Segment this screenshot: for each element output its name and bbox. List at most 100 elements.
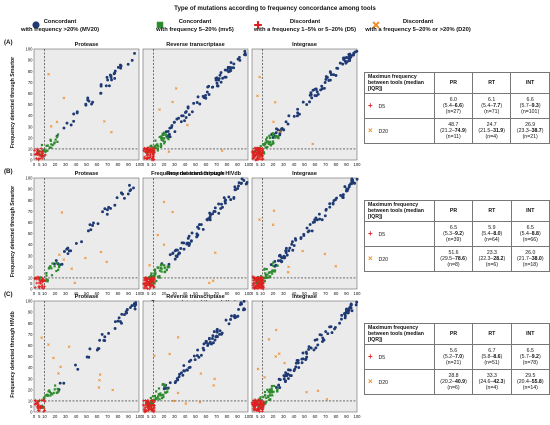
point-mv20 <box>175 377 179 380</box>
point-mv5 <box>261 143 265 146</box>
point-mv20 <box>316 343 320 347</box>
table-row: + D5 6.5 (5.3–9.2) (n=39) 5.9 (5.4–8.0) (n=64)… <box>364 221 550 247</box>
point-mv20 <box>341 193 345 196</box>
x-tick-label: 30 <box>281 291 286 296</box>
legend-item-square: Concordant with frequency 5–20% (mv5) <box>155 19 234 33</box>
x-tick-label: 20 <box>271 414 276 419</box>
point-d20 <box>162 243 166 247</box>
point-mv20 <box>168 381 172 385</box>
x-tick-label: 100 <box>354 414 362 419</box>
point-mv20 <box>208 340 212 344</box>
point-d5 <box>252 153 256 157</box>
x-tick-label: 100 <box>136 414 144 419</box>
point-mv5 <box>58 264 61 267</box>
x-tick-label: 30 <box>172 414 177 419</box>
point-d5 <box>33 398 37 402</box>
y-tick-label: 20 <box>28 135 33 140</box>
x-tick-label: 80 <box>225 291 230 296</box>
point-d5 <box>257 282 261 286</box>
point-mv20 <box>177 375 181 379</box>
point-mv5 <box>258 397 262 400</box>
point-d5 <box>35 405 39 409</box>
point-d5 <box>143 410 147 414</box>
table-column-header: PR <box>433 323 474 345</box>
point-d5 <box>39 147 43 150</box>
point-mv20 <box>126 62 130 66</box>
point-mv20 <box>355 49 359 53</box>
x-tick-label: 5 <box>147 291 150 296</box>
point-d5 <box>149 147 153 151</box>
point-mv20 <box>274 131 278 135</box>
point-d20 <box>186 123 189 127</box>
point-d20 <box>256 367 260 371</box>
x-tick-label: 10 <box>42 162 47 167</box>
x-tick-label: 100 <box>245 162 253 167</box>
legend-sublabel-cross: with a frequency 5–20% or >20% (D20) <box>364 27 471 33</box>
point-d5 <box>152 155 156 159</box>
point-d5 <box>42 406 46 410</box>
point-mv5 <box>276 136 279 139</box>
point-mv20 <box>236 187 240 190</box>
x-tick-label: 80 <box>334 162 339 167</box>
point-d5 <box>41 280 45 284</box>
point-mv20 <box>332 73 336 77</box>
point-mv20 <box>213 338 217 342</box>
point-d20 <box>168 352 171 356</box>
point-mv20 <box>218 73 222 77</box>
x-tick-label: 40 <box>292 291 297 296</box>
point-mv5 <box>277 137 280 140</box>
table-row: + D5 5.6 (5.2–7.0) (n=21) 6.7 (5.8–8.6) (n=51)… <box>364 344 550 370</box>
y-tick-label: 5 <box>30 281 33 286</box>
subplot-title: Protease <box>75 42 99 48</box>
x-tick-label: 0 <box>142 291 145 296</box>
point-mv20 <box>278 386 282 389</box>
x-tick-label: 50 <box>302 162 307 167</box>
point-mv20 <box>212 330 216 334</box>
point-mv20 <box>232 315 236 319</box>
x-tick-label: 0 <box>251 162 254 167</box>
point-mv5 <box>264 146 267 149</box>
point-mv20 <box>179 247 183 250</box>
point-mv20 <box>109 74 113 78</box>
point-mv20 <box>344 309 348 313</box>
point-mv5 <box>273 136 277 139</box>
point-mv20 <box>282 254 286 258</box>
point-mv5 <box>54 384 57 387</box>
y-tick-label: 40 <box>28 113 33 118</box>
point-mv20 <box>80 240 83 244</box>
point-mv5 <box>270 389 273 392</box>
point-mv20 <box>183 119 186 123</box>
point-mv20 <box>74 363 77 367</box>
legend-marker-circle <box>32 21 40 29</box>
point-mv20 <box>275 386 278 389</box>
table-row: × D20 28.8 (20.2–40.9) (n=6) 33.3 (24.6–42.3)… <box>364 369 550 395</box>
point-mv5 <box>159 394 162 397</box>
point-mv20 <box>311 220 315 224</box>
point-d5 <box>151 278 154 282</box>
point-d20 <box>99 250 103 254</box>
point-d5 <box>37 153 41 157</box>
x-tick-label: 10 <box>42 291 47 296</box>
point-mv20 <box>237 184 240 188</box>
subplot-2: Integrase 0 5 10 20 30 40 50 60 70 80 90 100 <box>250 42 361 167</box>
row-label: + D5 <box>364 221 435 247</box>
y-tick-label: 70 <box>28 80 33 85</box>
point-mv20 <box>88 347 92 351</box>
point-d5 <box>147 281 151 285</box>
point-mv20 <box>276 259 280 263</box>
point-mv20 <box>182 247 186 251</box>
row-label: + D5 <box>364 344 435 370</box>
point-mv20 <box>72 119 76 123</box>
point-mv20 <box>301 100 305 104</box>
point-mv20 <box>304 357 308 361</box>
point-mv20 <box>133 51 136 55</box>
x-tick-label: 70 <box>105 291 110 296</box>
point-mv20 <box>284 371 288 375</box>
point-mv5 <box>268 275 272 278</box>
point-d5 <box>147 287 151 291</box>
x-tick-label: 5 <box>38 162 41 167</box>
point-mv20 <box>113 327 117 330</box>
point-mv20 <box>308 93 312 97</box>
point-mv20 <box>115 196 119 200</box>
point-mv20 <box>222 196 226 200</box>
